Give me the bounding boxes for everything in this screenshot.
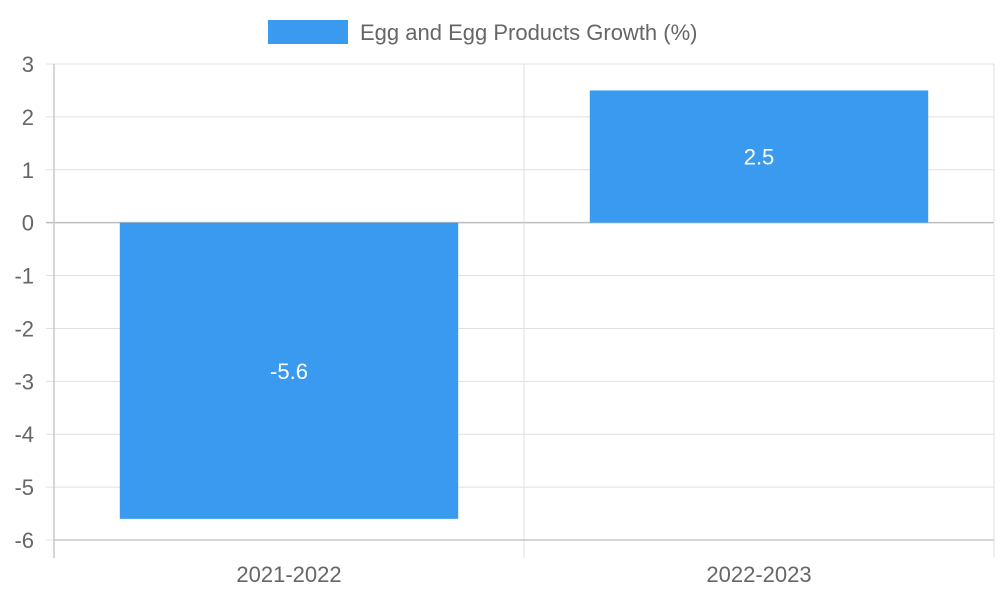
y-tick-label: 1	[22, 158, 34, 183]
labels: 3 2 1 0 -1 -2 -3 -4 -5 -6 -5.6 2021-2022 2.5 2022-202…	[14, 52, 811, 587]
y-tick-label: -3	[14, 369, 34, 394]
data-label: 2.5	[744, 145, 775, 170]
x-tick-label: 2021-2022	[236, 562, 341, 587]
legend-swatch	[268, 20, 348, 44]
y-tick-label: -1	[14, 264, 34, 289]
y-tick-label: 3	[22, 52, 34, 77]
bar-2022-2023	[589, 90, 929, 223]
data-label: -5.6	[270, 359, 308, 384]
y-tick-label: 0	[22, 211, 34, 236]
y-tick-label: 2	[22, 105, 34, 130]
bars	[119, 90, 929, 519]
y-tick-label: -5	[14, 475, 34, 500]
y-tick-label: -4	[14, 422, 34, 447]
x-tick-label: 2022-2023	[706, 562, 811, 587]
legend[interactable]: Egg and Egg Products Growth (%)	[268, 20, 698, 45]
axes	[53, 64, 994, 558]
y-tick-label: -2	[14, 316, 34, 341]
bar-2021-2022	[119, 222, 459, 519]
y-tick-label: -6	[14, 528, 34, 553]
legend-label: Egg and Egg Products Growth (%)	[360, 20, 698, 45]
